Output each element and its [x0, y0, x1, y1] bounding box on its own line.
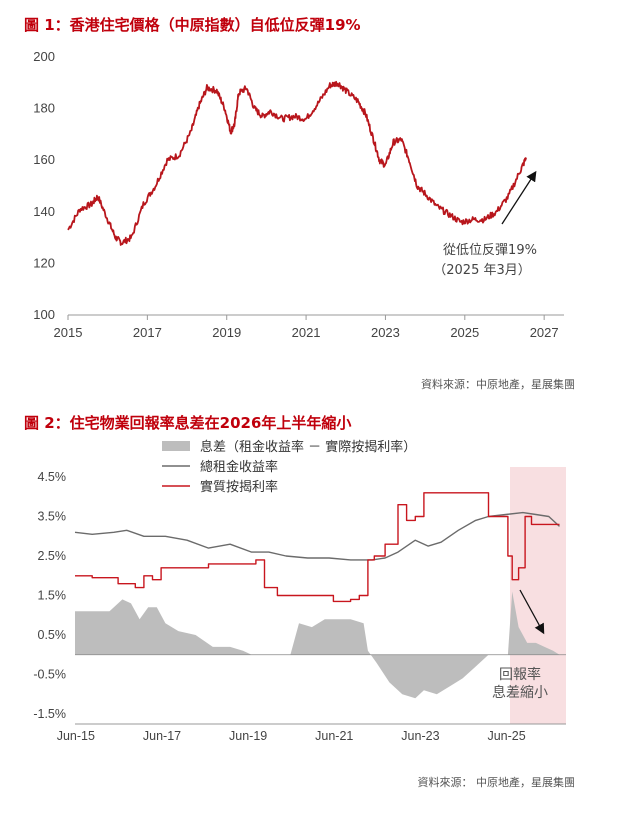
gross-rental-yield-line [74, 511, 560, 561]
x-tick-label: Jun-17 [143, 729, 181, 743]
x-tick-label: Jun-23 [401, 729, 439, 743]
x-tick-label: Jun-25 [487, 729, 525, 743]
y-tick-label: 140 [33, 204, 55, 219]
spread-narrowing-shade [510, 467, 566, 724]
y-tick-label: 180 [33, 101, 55, 116]
legend-label-gross-yield: 總租金收益率 [200, 459, 278, 475]
annotation-text-line2: （2025 年3月） [433, 263, 531, 278]
y-tick-label: -1.5% [33, 707, 66, 721]
x-tick-label: 2027 [530, 325, 559, 340]
annotation-text-line1: 從低位反彈19% [443, 243, 537, 258]
shade-label-line1: 回報率 [499, 666, 541, 683]
x-tick-label: 2021 [292, 325, 321, 340]
y-tick-label: 4.5% [38, 470, 67, 484]
x-tick-label: 2017 [133, 325, 162, 340]
figure2-title: 圖 2：住宅物業回報率息差在2026年上半年縮小 [24, 414, 352, 432]
figure1-title: 圖 1：香港住宅價格（中原指數）自低位反彈19% [24, 16, 361, 34]
y-tick-label: 2.5% [38, 549, 67, 563]
x-tick-label: 2025 [450, 325, 479, 340]
legend-label-spread: 息差（租金收益率 － 實際按揭利率） [200, 439, 416, 455]
y-tick-label: 200 [33, 49, 55, 64]
narrowing-arrow [519, 589, 545, 635]
effective-mortgage-rate-line [75, 492, 560, 603]
y-tick-label: 100 [33, 307, 55, 322]
y-tick-label: 160 [33, 152, 55, 167]
figure2-source: 資料來源： 中原地產，星展集團 [417, 776, 576, 789]
x-tick-label: Jun-15 [57, 729, 95, 743]
x-tick-label: Jun-19 [229, 729, 267, 743]
y-tick-label: -0.5% [33, 668, 66, 682]
y-tick-label: 0.5% [38, 628, 67, 642]
shade-label-line2: 息差縮小 [492, 684, 548, 701]
spread-area [75, 591, 560, 699]
yield-spread-chart: 4.5% 3.5% 2.5% 1.5% 0.5% -0.5% -1.5% Jun-15 Jun-… [33, 439, 566, 743]
price-index-line [67, 80, 528, 246]
annotation-arrow [501, 170, 537, 225]
legend-swatch-spread [162, 441, 190, 451]
y-tick-label: 3.5% [38, 510, 67, 524]
figure1-source: 資料來源：中原地產，星展集團 [421, 378, 575, 391]
y-tick-label: 1.5% [38, 589, 67, 603]
legend-label-effective-rate: 實質按揭利率 [200, 479, 278, 495]
x-tick-label: Jun-21 [315, 729, 353, 743]
price-index-chart: 100 120 140 160 180 200 2015 2017 2019 2021 2023 20… [33, 49, 564, 340]
y-tick-label: 120 [33, 255, 55, 270]
x-tick-label: 2023 [371, 325, 400, 340]
x-tick-label: 2015 [54, 325, 83, 340]
x-tick-label: 2019 [212, 325, 241, 340]
